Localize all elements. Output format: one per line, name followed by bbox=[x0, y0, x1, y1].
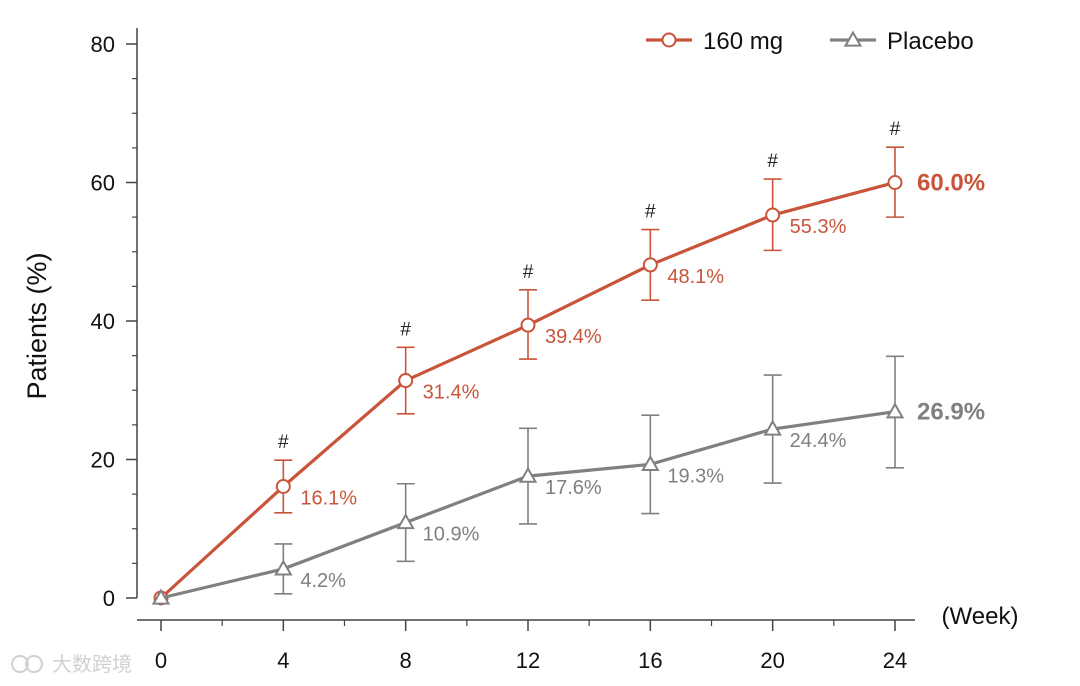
significance-mark: # bbox=[767, 151, 778, 172]
data-point bbox=[398, 373, 414, 389]
y-axis-title: Patients (%) bbox=[22, 252, 52, 399]
watermark-text: 大数跨境 bbox=[52, 653, 132, 676]
data-label: 24.4% bbox=[790, 430, 847, 452]
data-point bbox=[151, 588, 171, 605]
data-point bbox=[518, 466, 538, 483]
data-point bbox=[520, 317, 536, 333]
significance-mark: # bbox=[890, 119, 901, 140]
data-point bbox=[843, 30, 863, 47]
data-point bbox=[661, 32, 677, 48]
data-label: 55.3% bbox=[790, 216, 847, 238]
series-layer: 16.1% 31.4% 39.4% 48.1% 55.3% 60.0% # # # # # #4.2%… bbox=[151, 119, 985, 606]
y-tick-label: 80 bbox=[91, 32, 115, 57]
x-tick-label: 16 bbox=[638, 648, 662, 673]
y-tick-label: 0 bbox=[103, 586, 115, 611]
watermark: 大数跨境 bbox=[11, 653, 132, 676]
data-point bbox=[275, 479, 291, 495]
data-label: 39.4% bbox=[545, 326, 602, 348]
final-value-label: 60.0% bbox=[917, 170, 985, 197]
data-point bbox=[765, 207, 781, 223]
series-160-mg: 16.1% 31.4% 39.4% 48.1% 55.3% 60.0% # # # # # # bbox=[153, 119, 985, 606]
legend-item: Placebo bbox=[830, 28, 974, 55]
x-tick-label: 8 bbox=[400, 648, 412, 673]
data-point bbox=[763, 419, 782, 436]
y-tick-label: 60 bbox=[91, 171, 115, 196]
data-label: 16.1% bbox=[300, 488, 357, 510]
data-label: 4.2% bbox=[300, 570, 346, 592]
data-point bbox=[642, 257, 658, 273]
data-label: 19.3% bbox=[667, 465, 724, 487]
data-point bbox=[885, 402, 905, 419]
data-label: 31.4% bbox=[423, 382, 480, 404]
x-tick-label: 20 bbox=[760, 648, 784, 673]
y-tick-label: 40 bbox=[91, 309, 115, 334]
series-line bbox=[159, 180, 896, 600]
data-point bbox=[396, 513, 415, 530]
data-label: 17.6% bbox=[545, 477, 602, 499]
data-point bbox=[274, 559, 293, 576]
significance-mark: # bbox=[523, 262, 534, 283]
final-value-label: 26.9% bbox=[917, 399, 985, 426]
x-tick-label: 12 bbox=[516, 648, 540, 673]
legend-label: 160 mg bbox=[703, 28, 783, 55]
data-label: 10.9% bbox=[423, 524, 480, 546]
series-placebo: 4.2% 10.9% 17.6% 19.3% 24.4% 26.9% bbox=[151, 355, 985, 605]
data-point bbox=[641, 454, 660, 471]
significance-mark: # bbox=[645, 202, 656, 223]
legend-item: 160 mg bbox=[646, 28, 783, 55]
x-tick-label: 0 bbox=[155, 648, 167, 673]
y-tick-label: 20 bbox=[91, 448, 115, 473]
x-tick-label: 24 bbox=[883, 648, 907, 673]
data-label: 48.1% bbox=[667, 266, 724, 288]
x-tick-label: 4 bbox=[277, 648, 289, 673]
significance-mark: # bbox=[400, 319, 411, 340]
watermark-logo-icon bbox=[11, 655, 43, 673]
axes: 0 20 40 60 80 0 4 8 12 16 20 24 bbox=[91, 28, 915, 673]
x-axis-unit-label: (Week) bbox=[942, 603, 1019, 630]
legend: 160 mg Placebo bbox=[646, 28, 974, 55]
data-point bbox=[887, 175, 903, 190]
significance-mark: # bbox=[278, 432, 289, 453]
legend-label: Placebo bbox=[887, 28, 974, 55]
